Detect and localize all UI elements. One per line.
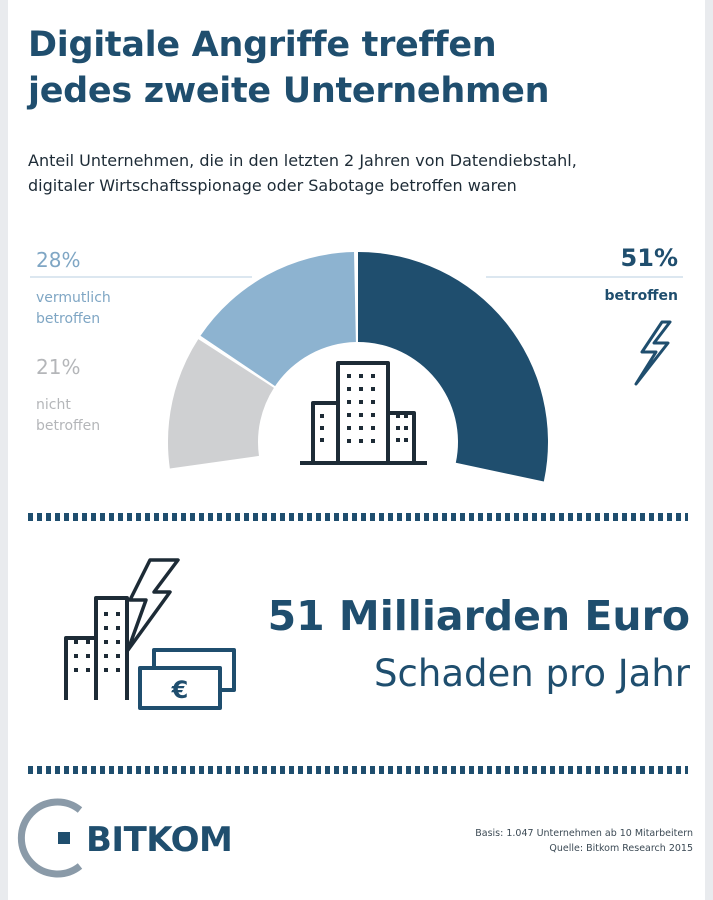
window-dot (74, 654, 78, 658)
slice-nicht-betroffen (168, 339, 274, 469)
building-icon (300, 361, 427, 465)
window-dot (396, 438, 400, 442)
damage-description: Schaden pro Jahr (374, 652, 690, 695)
label-vermutlich-line1: vermutlich (36, 290, 111, 306)
window-dot (396, 414, 400, 418)
window-dot (104, 640, 108, 644)
window-dot (86, 640, 90, 644)
label-nicht-line2: betroffen (36, 418, 101, 434)
window-dot (347, 439, 351, 443)
window-dot (371, 387, 375, 391)
window-dot (116, 640, 120, 644)
window-dot (116, 626, 120, 630)
divider-dotted-top (28, 513, 688, 521)
damage-amount: 51 Milliarden Euro (267, 592, 690, 640)
euro-symbol: € (171, 676, 189, 704)
window-dot (347, 400, 351, 404)
window-dot (371, 413, 375, 417)
slice-betroffen (358, 252, 548, 482)
window-dot (371, 439, 375, 443)
footnote: Basis: 1.047 Unternehmen ab 10 Mitarbeit… (393, 826, 693, 856)
label-nicht-pct: 21% (36, 355, 81, 379)
subtitle: Anteil Unternehmen, die in den letzten 2… (28, 148, 698, 198)
window-dot (116, 654, 120, 658)
money-icon (138, 648, 236, 710)
subtitle-line-2: digitaler Wirtschaftsspionage oder Sabot… (28, 176, 517, 195)
window-dot (86, 668, 90, 672)
title-line-2: jedes zweite Unternehmen (28, 71, 550, 111)
footnote-basis: Basis: 1.047 Unternehmen ab 10 Mitarbeit… (475, 828, 693, 839)
window-dot (104, 626, 108, 630)
window-dot (359, 374, 363, 378)
window-dot (86, 654, 90, 658)
building-lightning-money-icon (64, 558, 180, 700)
page-title: Digitale Angriffe treffen jedes zweite U… (28, 22, 688, 114)
window-dot (396, 426, 400, 430)
label-vermutlich-text: vermutlich betroffen (36, 288, 111, 330)
label-betroffen-pct: 51% (620, 244, 678, 272)
window-dot (320, 426, 324, 430)
subtitle-line-1: Anteil Unternehmen, die in den letzten 2… (28, 151, 577, 170)
window-dot (347, 387, 351, 391)
bitkom-logo-text: BITKOM (86, 820, 233, 860)
window-dot (104, 654, 108, 658)
label-betroffen-text: betroffen (604, 288, 678, 304)
label-nicht-line1: nicht (36, 397, 71, 413)
window-dot (116, 668, 120, 672)
window-dot (320, 414, 324, 418)
label-vermutlich-pct: 28% (36, 248, 81, 272)
window-dot (116, 612, 120, 616)
window-dot (371, 374, 375, 378)
window-dot (404, 414, 408, 418)
window-dot (347, 413, 351, 417)
window-dot (320, 438, 324, 442)
title-line-1: Digitale Angriffe treffen (28, 25, 497, 65)
window-dot (359, 400, 363, 404)
slice-vermutlich-betroffen (200, 252, 356, 387)
window-dot (404, 438, 408, 442)
window-dot (371, 400, 375, 404)
window-dot (404, 426, 408, 430)
window-dot (359, 413, 363, 417)
divider-dotted-bottom (28, 766, 688, 774)
bitkom-logo-icon (17, 798, 83, 878)
window-dot (371, 426, 375, 430)
label-nicht-text: nicht betroffen (36, 395, 100, 437)
window-dot (104, 612, 108, 616)
chart-slices (168, 252, 548, 482)
window-dot (347, 374, 351, 378)
window-dot (359, 387, 363, 391)
lightning-icon (634, 320, 672, 386)
window-dot (104, 668, 108, 672)
building-window-dots (320, 374, 408, 443)
infographic-card (8, 0, 705, 900)
label-vermutlich-line2: betroffen (36, 311, 101, 327)
window-dot (74, 640, 78, 644)
window-dot (347, 426, 351, 430)
window-dot (74, 668, 78, 672)
mid-building-window-dots (74, 612, 120, 672)
window-dot (359, 439, 363, 443)
footnote-source: Quelle: Bitkom Research 2015 (549, 843, 693, 854)
window-dot (359, 426, 363, 430)
